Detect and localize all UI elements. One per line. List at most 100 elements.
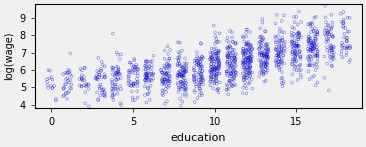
Point (67, 73, 73, 76)
Point (313, 34, 318, 36)
Point (200, 79, 206, 82)
Point (167, 66, 173, 69)
Point (240, 47, 246, 50)
Point (183, 95, 189, 97)
Point (227, 52, 232, 54)
Point (298, 36, 304, 39)
Point (149, 64, 155, 66)
Point (340, 44, 346, 46)
Point (266, 56, 272, 58)
Point (82, 67, 88, 69)
Point (262, 30, 268, 32)
Point (146, 73, 152, 75)
Point (347, 59, 353, 61)
Point (246, 69, 252, 71)
Point (96, 74, 102, 76)
Point (165, 80, 171, 82)
Point (265, 43, 271, 45)
Point (210, 68, 216, 70)
Point (215, 88, 221, 90)
Point (340, 26, 346, 29)
Point (112, 74, 117, 77)
Point (213, 68, 219, 71)
Point (291, 41, 297, 44)
Point (217, 81, 223, 83)
Point (244, 66, 250, 68)
Point (243, 44, 249, 46)
Point (308, 56, 314, 58)
Point (313, 69, 319, 71)
Point (298, 64, 303, 66)
Point (311, 75, 317, 77)
Point (128, 71, 134, 73)
Point (216, 57, 221, 59)
Point (147, 98, 153, 101)
Point (164, 73, 170, 76)
Point (224, 39, 230, 42)
Point (247, 45, 253, 48)
Point (149, 67, 154, 69)
Point (228, 71, 234, 74)
Point (166, 79, 172, 81)
Point (109, 96, 115, 98)
Point (65, 92, 71, 94)
Point (229, 31, 235, 34)
Point (324, 62, 330, 65)
Point (263, 61, 269, 63)
Point (323, 35, 329, 37)
Point (277, 30, 283, 33)
Point (96, 76, 102, 78)
Point (178, 81, 184, 83)
Point (247, 61, 253, 63)
Point (274, 59, 280, 61)
Point (177, 86, 183, 88)
Point (261, 71, 267, 73)
Point (228, 82, 234, 84)
Point (325, 24, 330, 26)
Point (264, 56, 270, 58)
Point (274, 54, 280, 56)
Point (130, 83, 136, 85)
Point (207, 58, 213, 61)
Point (126, 84, 132, 86)
Point (328, 28, 334, 30)
Point (49, 78, 55, 81)
Point (291, 44, 297, 46)
Point (264, 63, 270, 65)
Point (129, 64, 135, 66)
Point (180, 66, 186, 69)
Point (161, 83, 167, 86)
Point (195, 57, 201, 59)
Point (264, 53, 270, 56)
Point (199, 55, 205, 57)
Point (298, 69, 304, 71)
Point (295, 32, 301, 34)
Point (101, 91, 107, 93)
Point (259, 21, 265, 24)
Point (135, 96, 141, 98)
Point (211, 60, 217, 63)
Point (127, 61, 133, 64)
Point (176, 59, 182, 62)
Point (178, 105, 184, 107)
Point (225, 47, 231, 49)
Point (243, 51, 249, 53)
Point (134, 68, 140, 70)
Point (231, 68, 236, 71)
Point (228, 72, 234, 74)
Point (176, 88, 182, 91)
Point (167, 81, 173, 83)
Point (146, 62, 152, 64)
Point (126, 72, 132, 74)
Point (215, 87, 221, 90)
Point (338, 12, 344, 15)
Point (291, 68, 297, 71)
Point (164, 78, 170, 80)
Point (159, 72, 165, 74)
Point (199, 76, 205, 79)
Point (200, 56, 206, 59)
Point (142, 79, 148, 81)
Point (213, 40, 219, 43)
Point (231, 77, 237, 80)
Point (275, 50, 281, 52)
